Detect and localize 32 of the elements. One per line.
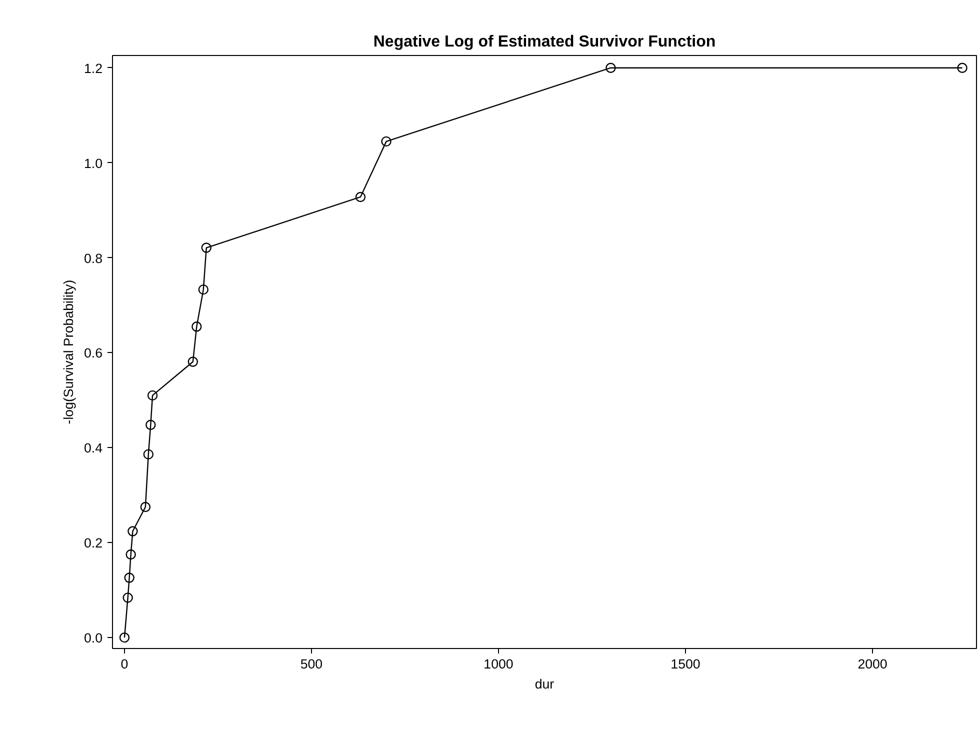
y-tick-label: 1.0 xyxy=(84,156,103,171)
y-axis-title: -log(Survival Probability) xyxy=(60,280,76,424)
point xyxy=(606,62,616,73)
point xyxy=(188,356,198,367)
y-tick-label: 1.2 xyxy=(84,60,103,76)
x-tick-label: 1500 xyxy=(670,656,700,672)
y-tick-label: 0.8 xyxy=(84,250,103,266)
point xyxy=(192,322,202,332)
x-axis-title: dur xyxy=(534,676,555,692)
x-tick-label: 500 xyxy=(300,656,323,672)
chart-title: Negative Log of Estimated Survivor Function xyxy=(373,34,716,50)
point xyxy=(355,192,366,202)
point xyxy=(201,242,212,253)
x-tick-label: 1000 xyxy=(484,656,514,672)
point xyxy=(198,284,208,295)
point xyxy=(126,549,136,560)
x-tick-label: 2000 xyxy=(858,656,888,672)
point xyxy=(146,420,156,430)
point xyxy=(381,136,392,147)
point xyxy=(119,632,130,643)
x-tick-label: 0 xyxy=(120,656,128,672)
y-tick-label: 0.0 xyxy=(84,630,103,646)
point xyxy=(957,62,968,73)
point xyxy=(140,502,151,512)
point xyxy=(128,526,138,536)
point xyxy=(143,449,154,460)
point xyxy=(122,592,133,603)
y-tick-label: 0.6 xyxy=(84,346,103,361)
point xyxy=(147,390,158,401)
y-tick-label: 0.2 xyxy=(84,536,103,551)
point xyxy=(124,572,134,583)
y-tick-label: 0.4 xyxy=(84,440,104,456)
